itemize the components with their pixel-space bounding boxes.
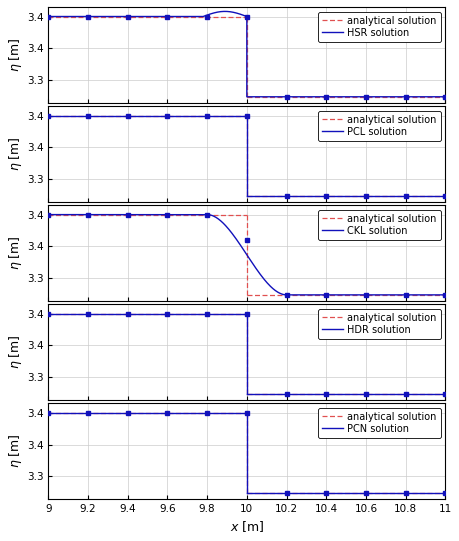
Legend: analytical solution, HSR solution: analytical solution, HSR solution [318,12,441,42]
Y-axis label: $\eta$ [m]: $\eta$ [m] [7,235,24,270]
Y-axis label: $\eta$ [m]: $\eta$ [m] [7,136,24,171]
X-axis label: $x$ [m]: $x$ [m] [230,519,264,534]
Legend: analytical solution, CKL solution: analytical solution, CKL solution [318,210,441,240]
Y-axis label: $\eta$ [m]: $\eta$ [m] [7,334,24,370]
Legend: analytical solution, PCL solution: analytical solution, PCL solution [318,111,441,141]
Y-axis label: $\eta$ [m]: $\eta$ [m] [7,433,24,469]
Y-axis label: $\eta$ [m]: $\eta$ [m] [7,37,24,72]
Legend: analytical solution, HDR solution: analytical solution, HDR solution [318,309,441,339]
Legend: analytical solution, PCN solution: analytical solution, PCN solution [318,408,441,438]
